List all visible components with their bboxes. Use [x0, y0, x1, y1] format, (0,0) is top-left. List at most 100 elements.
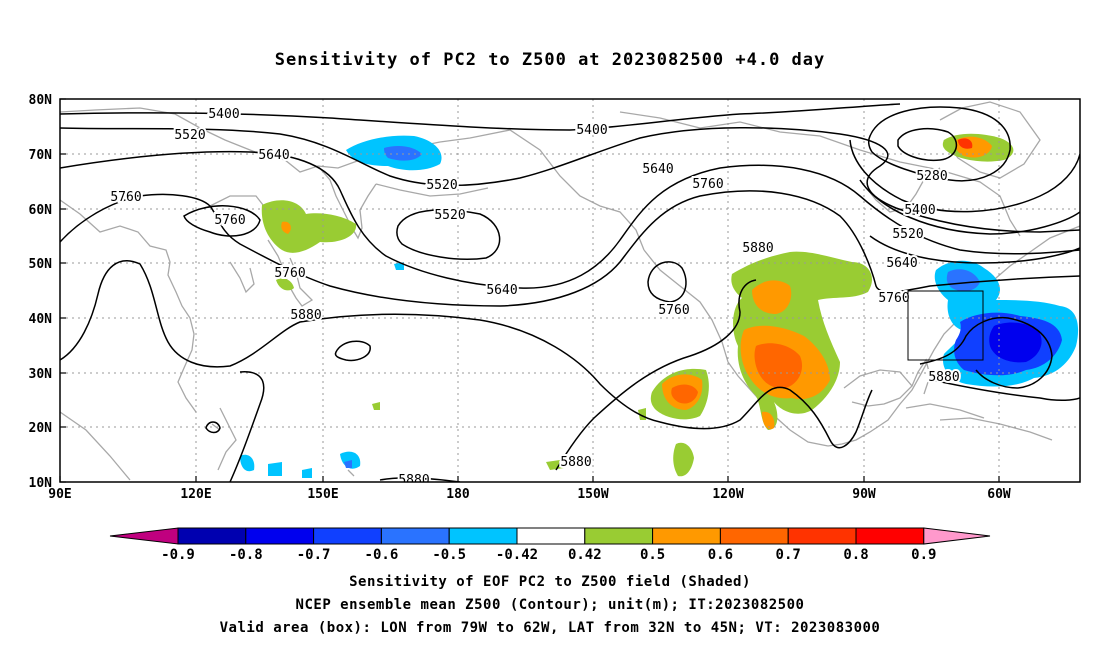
lat-label: 30N	[29, 367, 53, 382]
shade-neg-atlantic-dark	[989, 322, 1042, 363]
shade-pos-greenland-red	[958, 138, 973, 149]
z500-contours	[60, 103, 1080, 482]
shade-neg-tiny-5	[344, 460, 352, 468]
coastline-na-west	[643, 249, 829, 447]
contour-5400	[60, 103, 901, 131]
colorbar-label: -0.9	[161, 547, 195, 563]
colorbar-label: 0.6	[708, 547, 733, 563]
colorbar	[109, 527, 991, 545]
coastline-aleutians	[375, 183, 489, 197]
colorbar-labels: -0.9 -0.8 -0.7 -0.6 -0.5 -0.42 0.42 0.5 …	[161, 547, 936, 563]
colorbar-label: -0.8	[229, 547, 263, 563]
colorbar-extend-high	[923, 527, 991, 545]
contour-5880-high	[334, 340, 371, 362]
coastline-japan	[267, 239, 314, 307]
contour-5640-east	[869, 235, 1080, 264]
coastline-greenland	[939, 101, 1041, 179]
latitude-labels: 80N 70N 60N 50N 40N 30N 20N 10N	[29, 93, 53, 491]
shade-neg-atlantic-mid	[946, 269, 980, 292]
colorbar-bin	[245, 527, 315, 545]
lon-label: 150W	[577, 487, 608, 502]
lon-label: 90W	[852, 487, 876, 502]
colorbar-label: 0.5	[640, 547, 665, 563]
caption-contour: NCEP ensemble mean Z500 (Contour); unit(…	[295, 597, 805, 613]
contour-5520-loop	[396, 209, 501, 260]
lon-label: 180	[446, 487, 470, 502]
contour-label: 5640	[886, 256, 917, 271]
colorbar-bin	[855, 527, 925, 545]
contour-label: 5520	[434, 208, 465, 223]
colorbar-bin	[787, 527, 857, 545]
colorbar-bin	[719, 527, 789, 545]
shade-pos-baja-red	[754, 343, 803, 389]
contour-label: 5640	[486, 283, 517, 298]
lon-label: 120W	[712, 487, 743, 502]
colorbar-label: 0.42	[568, 547, 602, 563]
shade-pos-small-2	[546, 460, 564, 470]
lat-label: 20N	[29, 421, 53, 436]
shade-pos-sea-japan	[276, 278, 294, 291]
contour-5640	[60, 150, 1080, 289]
map-title: Sensitivity of PC2 to Z500 at 2023082500…	[274, 50, 826, 70]
lat-label: 70N	[29, 148, 53, 163]
colorbar-bin	[584, 527, 654, 545]
caption-shaded: Sensitivity of EOF PC2 to Z500 field (Sh…	[349, 574, 751, 590]
colorbar-bin	[313, 527, 382, 545]
colorbar-label: 0.9	[911, 547, 936, 563]
coastline-korea	[229, 261, 255, 294]
contour-5880-namerica	[555, 279, 757, 471]
colorbar-label: -0.7	[297, 547, 331, 563]
contour-5880-atlantic	[919, 316, 1053, 389]
contour-label: 5760	[692, 177, 723, 192]
shade-neg-atlantic-small	[966, 354, 983, 368]
contour-label: 5760	[878, 291, 909, 306]
contour-5280-loop	[867, 106, 1011, 182]
contour-label: 5520	[892, 227, 923, 242]
coastline-kamchatka	[317, 165, 377, 240]
contour-label: 5400	[576, 123, 607, 138]
contour-label: 5640	[258, 148, 289, 163]
contour-label: 5400	[904, 203, 935, 218]
contour-label: 5880	[398, 473, 429, 488]
contour-label: 5760	[274, 266, 305, 281]
contour-label: 5760	[658, 303, 689, 318]
contour-5400-east	[849, 139, 1080, 213]
shade-neg-bering-mid	[384, 146, 422, 161]
contour-5760-loop2	[647, 261, 687, 303]
contour-label: 5760	[110, 190, 141, 205]
colorbar-bin	[177, 527, 247, 545]
contour-5760-loop	[183, 205, 261, 237]
coastline-cuba	[905, 403, 985, 419]
coastline-caribbean	[939, 417, 1053, 441]
coastline-indochina	[60, 411, 131, 481]
colorbar-bin	[516, 527, 586, 545]
contour-label: 5880	[560, 455, 591, 470]
shade-pos-mexico-green	[673, 442, 694, 477]
shade-neg-tiny-2	[240, 454, 255, 472]
colorbar-extend-low	[109, 527, 179, 545]
plot-frame	[59, 98, 1081, 483]
shade-pos-kamchatka	[261, 200, 357, 253]
coastline-philippines	[217, 407, 237, 471]
shade-pos-small-1	[372, 402, 380, 410]
lon-label: 120E	[180, 487, 211, 502]
contour-5880-pacific	[60, 260, 873, 449]
contour-label: 5880	[928, 370, 959, 385]
shade-pos-cali-orange	[752, 280, 792, 314]
contour-5520-east	[859, 179, 1080, 235]
caption-valid-area: Valid area (box): LON from 79W to 62W, L…	[219, 620, 881, 636]
coastline-canada-arctic	[619, 111, 1021, 237]
contour-label: 5280	[916, 169, 947, 184]
shade-neg-tiny-3	[268, 462, 282, 476]
contour-label: 5880	[742, 241, 773, 256]
contour-label: 5520	[426, 178, 457, 193]
colorbar-bin	[652, 527, 721, 545]
lat-label: 40N	[29, 312, 53, 327]
valid-area-box	[907, 290, 984, 361]
colorbar-label: -0.6	[365, 547, 399, 563]
longitude-labels: 90E 120E 150E 180 150W 120W 90W 60W	[48, 487, 1011, 502]
contour-label: 5760	[214, 213, 245, 228]
coastline-central-america	[827, 225, 1080, 447]
lon-label: 150E	[307, 487, 338, 502]
